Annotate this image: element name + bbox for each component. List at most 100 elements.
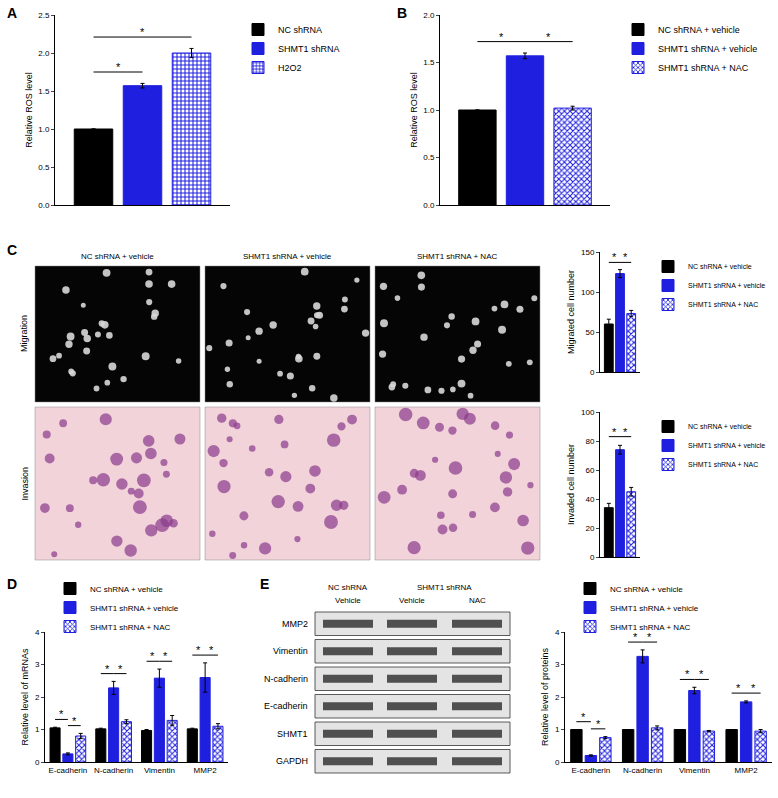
- svg-text:E-cadherin: E-cadherin: [572, 766, 611, 775]
- svg-text:*: *: [140, 26, 145, 38]
- svg-text:SHMT1 shRNA + vehicle: SHMT1 shRNA + vehicle: [610, 604, 699, 613]
- svg-text:*: *: [633, 631, 638, 643]
- svg-text:A: A: [7, 5, 17, 21]
- svg-text:*: *: [209, 644, 214, 656]
- svg-text:Invasion: Invasion: [20, 467, 30, 501]
- svg-text:2: 2: [555, 693, 560, 702]
- svg-text:Vimentin: Vimentin: [144, 766, 175, 775]
- svg-text:4: 4: [35, 628, 40, 637]
- svg-text:N-cadherin: N-cadherin: [94, 766, 133, 775]
- svg-text:B: B: [397, 5, 407, 21]
- svg-text:SHMT1 shRNA + NAC: SHMT1 shRNA + NAC: [688, 301, 758, 308]
- svg-text:N-cadherin: N-cadherin: [264, 674, 308, 684]
- svg-text:C: C: [7, 242, 17, 258]
- svg-text:*: *: [105, 663, 110, 675]
- svg-text:Relative ROS level: Relative ROS level: [24, 72, 34, 148]
- svg-text:SHMT1 shRNA + NAC: SHMT1 shRNA + NAC: [610, 623, 690, 632]
- svg-text:*: *: [623, 426, 628, 438]
- svg-text:Migrated cell number: Migrated cell number: [566, 270, 576, 354]
- svg-text:MMP2: MMP2: [282, 619, 308, 629]
- svg-text:E: E: [260, 576, 269, 592]
- svg-text:*: *: [647, 631, 652, 643]
- svg-text:100: 100: [581, 408, 595, 417]
- svg-text:NC shRNA: NC shRNA: [328, 583, 368, 592]
- svg-text:*: *: [118, 663, 123, 675]
- svg-text:0: 0: [590, 368, 595, 377]
- svg-text:Migration: Migration: [19, 315, 29, 352]
- svg-text:1.5: 1.5: [423, 58, 435, 67]
- svg-text:SHMT1 shRNA + vehicle: SHMT1 shRNA + vehicle: [688, 442, 765, 449]
- svg-text:GAPDH: GAPDH: [276, 756, 308, 766]
- svg-text:150: 150: [581, 248, 595, 257]
- svg-text:1: 1: [35, 725, 40, 734]
- svg-text:100: 100: [581, 288, 595, 297]
- svg-text:2.0: 2.0: [38, 49, 50, 58]
- svg-text:*: *: [116, 61, 121, 73]
- svg-text:N-cadherin: N-cadherin: [623, 766, 662, 775]
- svg-text:2.5: 2.5: [38, 11, 50, 20]
- svg-text:*: *: [499, 31, 504, 43]
- svg-text:MMP2: MMP2: [194, 766, 218, 775]
- svg-text:*: *: [596, 718, 601, 730]
- svg-text:0.5: 0.5: [423, 153, 435, 162]
- svg-text:Vehicle: Vehicle: [335, 596, 361, 605]
- svg-text:NC shRNA + vehicle: NC shRNA + vehicle: [81, 252, 154, 261]
- svg-text:20: 20: [585, 524, 594, 533]
- svg-text:D: D: [7, 576, 17, 592]
- svg-text:NC shRNA: NC shRNA: [278, 25, 322, 35]
- svg-text:SHMT1 shRNA + vehicle: SHMT1 shRNA + vehicle: [658, 44, 757, 54]
- svg-text:Invaded cell number: Invaded cell number: [566, 444, 576, 525]
- svg-text:NC shRNA + vehicle: NC shRNA + vehicle: [610, 585, 683, 594]
- svg-text:Vimentin: Vimentin: [679, 766, 710, 775]
- svg-text:SHMT1 shRNA + NAC: SHMT1 shRNA + NAC: [658, 63, 749, 73]
- svg-text:0.0: 0.0: [38, 201, 50, 210]
- svg-text:*: *: [150, 650, 155, 662]
- svg-text:*: *: [163, 650, 168, 662]
- svg-text:0.5: 0.5: [38, 163, 50, 172]
- svg-text:2.0: 2.0: [423, 11, 435, 20]
- svg-text:1.0: 1.0: [423, 106, 435, 115]
- svg-text:E-cadherin: E-cadherin: [49, 766, 88, 775]
- svg-text:*: *: [612, 251, 617, 263]
- svg-text:Relative level of mRNAs: Relative level of mRNAs: [20, 648, 30, 746]
- svg-text:*: *: [736, 682, 741, 694]
- svg-text:Relative ROS level: Relative ROS level: [409, 72, 419, 148]
- svg-text:0: 0: [590, 553, 595, 562]
- svg-text:NC shRNA + vehicle: NC shRNA + vehicle: [688, 423, 752, 430]
- svg-text:SHMT1 shRNA + NAC: SHMT1 shRNA + NAC: [417, 252, 497, 261]
- svg-text:*: *: [751, 682, 756, 694]
- svg-text:*: *: [699, 668, 704, 680]
- svg-text:SHMT1 shRNA: SHMT1 shRNA: [417, 583, 472, 592]
- svg-text:*: *: [72, 715, 77, 727]
- svg-text:1.0: 1.0: [38, 125, 50, 134]
- svg-text:H2O2: H2O2: [278, 63, 302, 73]
- svg-text:*: *: [196, 644, 201, 656]
- svg-text:2: 2: [35, 693, 40, 702]
- svg-text:0: 0: [35, 758, 40, 767]
- svg-text:50: 50: [585, 328, 594, 337]
- svg-text:*: *: [59, 708, 64, 720]
- svg-text:40: 40: [585, 495, 594, 504]
- svg-text:Relative level of proteins: Relative level of proteins: [540, 647, 550, 746]
- svg-text:0: 0: [555, 758, 560, 767]
- svg-text:SHMT1 shRNA + vehicle: SHMT1 shRNA + vehicle: [688, 282, 765, 289]
- svg-text:*: *: [612, 426, 617, 438]
- svg-text:SHMT1 shRNA + vehicle: SHMT1 shRNA + vehicle: [90, 604, 179, 613]
- svg-text:SHMT1 shRNA: SHMT1 shRNA: [278, 44, 340, 54]
- svg-text:*: *: [623, 251, 628, 263]
- svg-text:1: 1: [555, 725, 560, 734]
- svg-text:Vehicle: Vehicle: [399, 596, 425, 605]
- svg-text:E-cadherin: E-cadherin: [264, 701, 308, 711]
- svg-text:NC shRNA + vehicle: NC shRNA + vehicle: [90, 585, 163, 594]
- svg-text:*: *: [685, 668, 690, 680]
- svg-text:3: 3: [35, 660, 40, 669]
- svg-text:4: 4: [555, 628, 560, 637]
- svg-text:SHMT1 shRNA + NAC: SHMT1 shRNA + NAC: [90, 623, 170, 632]
- svg-text:60: 60: [585, 466, 594, 475]
- svg-text:SHMT1 shRNA + vehicle: SHMT1 shRNA + vehicle: [243, 252, 332, 261]
- svg-text:NC shRNA + vehicle: NC shRNA + vehicle: [688, 263, 752, 270]
- svg-text:*: *: [546, 31, 551, 43]
- svg-text:3: 3: [555, 660, 560, 669]
- svg-text:MMP2: MMP2: [735, 766, 759, 775]
- svg-text:*: *: [581, 711, 586, 723]
